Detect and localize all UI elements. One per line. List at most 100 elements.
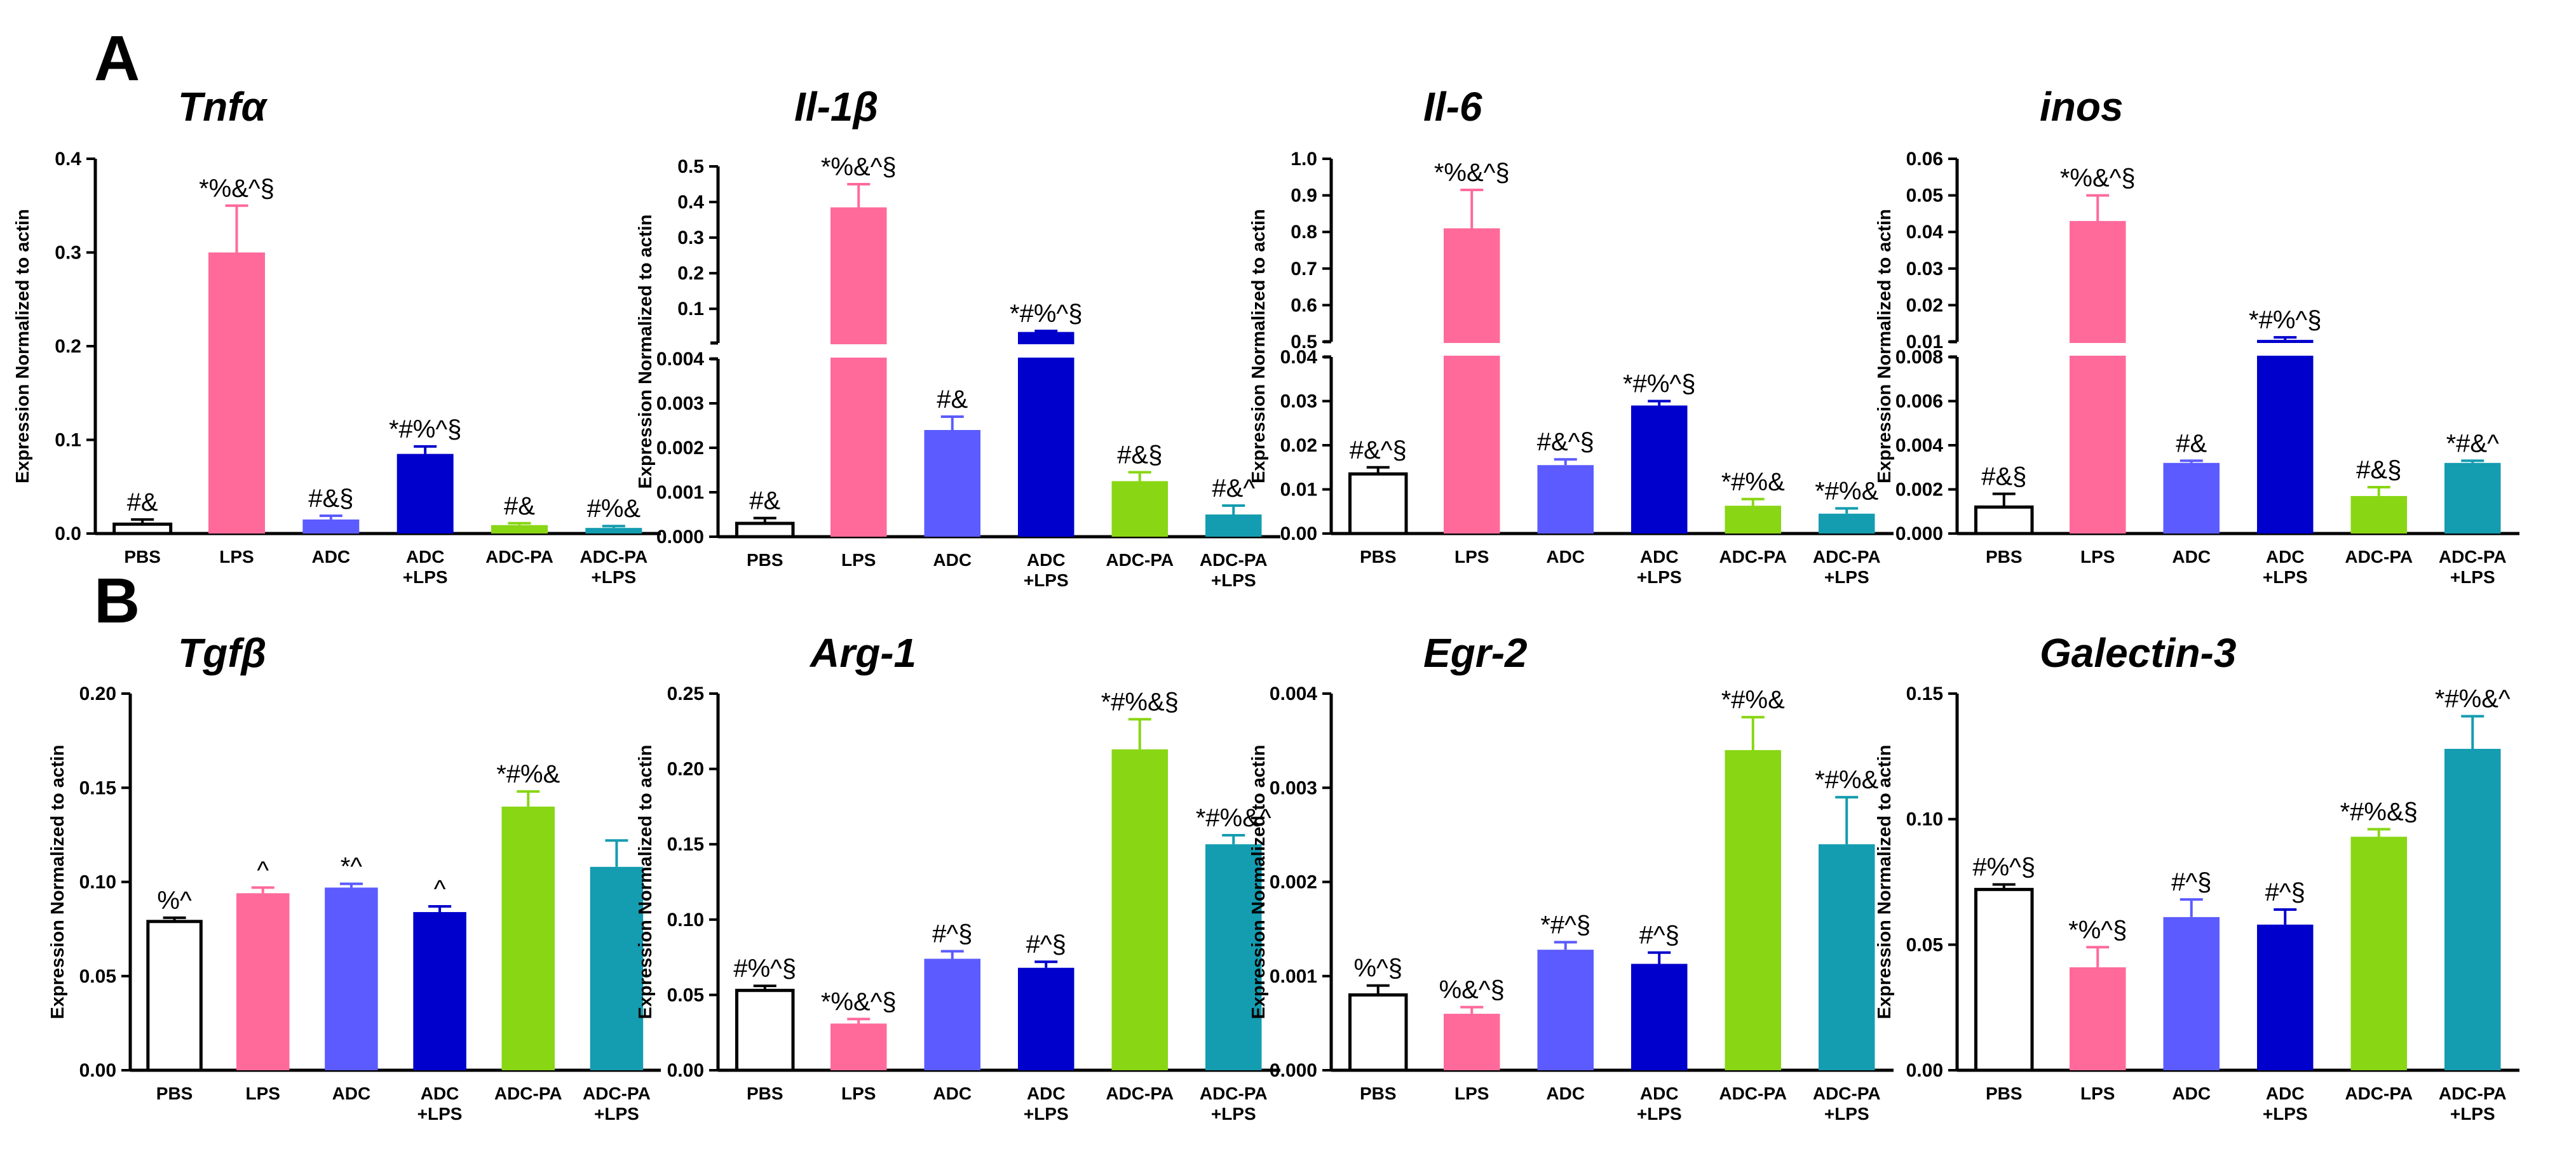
y-tick-label: 0.000 [1895,523,1943,544]
bar-lps [830,1023,887,1070]
category-label: ADC-PA [583,1084,651,1103]
bar-adc-pa-plus-lps [1819,844,1875,1070]
y-axis-label: Expression Normalized to actin [1249,745,1269,1019]
category-label: PBS [1986,1084,2023,1103]
bar-adc-pa-plus-lps [1205,514,1262,537]
category-label: PBS [747,1084,783,1103]
bar-lps [1444,228,1500,534]
y-tick-label: 0.006 [1895,391,1943,412]
significance-label: *%&^§ [2060,165,2136,192]
y-tick-label: 0.05 [79,966,116,987]
category-label: ADC [1027,1084,1066,1103]
y-tick-label: 1.0 [1291,149,1317,170]
chart-title: inos [2040,84,2124,130]
y-tick-label: 0.25 [667,683,704,704]
category-label: ADC-PA [2345,547,2413,567]
y-axis-label: Expression Normalized to actin [635,215,656,489]
bar-pbs [1348,472,1408,535]
chart-title: Arg-1 [809,630,916,676]
category-label: +LPS [1211,1104,1256,1124]
significance-label: #& [749,487,780,515]
category-label: +LPS [2450,1104,2495,1124]
bar-pbs [1974,887,2034,1072]
y-tick-label: 0.04 [1280,347,1318,368]
bar-adc-pa-plus-lps [2444,462,2501,534]
y-axis-label: Expression Normalized to actin [13,209,33,483]
y-tick-label: 0.04 [1906,222,1944,243]
y-tick-label: 0.20 [79,683,116,704]
y-tick-label: 0.02 [1280,435,1317,456]
significance-label: #^§ [1026,931,1066,958]
chart-6: Arg-1 Expression Normalized to actin 0.00 0… [635,630,1280,1124]
y-tick-label: 0.004 [1895,435,1943,456]
y-tick-label: 0.05 [1906,185,1943,206]
axis-break-gap [2256,343,2315,356]
bar-adc-pa [1111,749,1168,1070]
significance-label: *%&^§ [199,175,275,203]
category-label: ADC [2172,547,2211,567]
bar-pbs [735,521,795,539]
category-label: ADC-PA [485,547,553,567]
bar-pbs [735,988,795,1072]
axis-break-gap [2068,343,2127,356]
bar-adc-plus-lps [1631,964,1688,1070]
significance-label: #^§ [932,920,972,948]
bar-adc [924,958,980,1070]
category-label: LPS [841,550,876,570]
significance-label: #&^§ [1537,428,1594,456]
y-axis-label: Expression Normalized to actin [1874,209,1895,483]
bar-adc-pa [501,806,555,1070]
category-label: ADC-PA [1106,550,1174,570]
category-label: ADC-PA [1813,1084,1881,1103]
axis-break-gap [829,344,888,358]
bar-adc-pa-plus-lps [585,528,642,534]
category-label: ADC-PA [2439,1084,2507,1103]
significance-label: #& [127,488,158,516]
category-label: LPS [219,547,254,567]
significance-label: %&^§ [1439,976,1505,1004]
category-label: +LPS [2450,567,2495,587]
significance-label: *#%& [1721,686,1785,714]
bar-lps [1444,1014,1500,1070]
panel-label-a: A [94,23,140,94]
bar-adc-plus-lps [397,454,454,534]
category-label: ADC [2266,1084,2305,1103]
y-tick-label: 0.0 [55,523,81,544]
significance-label: #^§ [1639,922,1679,950]
bar-pbs [112,522,173,535]
y-tick-label: 0.8 [1291,222,1317,243]
bar-adc [1537,950,1594,1070]
significance-label: *#%^§ [389,415,461,443]
category-label: LPS [2080,547,2115,567]
category-label: +LPS [591,567,636,587]
category-label: ADC-PA [2439,547,2507,567]
chart-title: Tgfβ [178,630,266,676]
bar-pbs [1974,505,2034,535]
y-tick-label: 0.15 [79,777,116,798]
category-label: ADC [406,547,445,567]
bar-adc-pa [1725,506,1781,534]
significance-label: #& [937,386,968,413]
y-tick-label: 0.01 [1280,480,1317,501]
y-tick-label: 0.2 [55,336,81,357]
y-tick-label: 0.3 [677,227,704,248]
y-tick-label: 0.3 [55,243,81,264]
y-tick-label: 0.00 [667,1060,704,1081]
y-tick-label: 0.5 [1291,332,1317,353]
y-tick-label: 0.1 [55,430,81,451]
axis-break-gap [1442,343,1502,356]
y-tick-label: 0.000 [1270,1060,1317,1081]
significance-label: #^§ [2171,868,2211,896]
chart-1: Tnfα Expression Normalized to actin 0.0 0.1… [13,84,661,587]
bar-adc-pa [1725,749,1781,1070]
y-tick-label: 0.001 [1270,966,1317,987]
category-label: PBS [747,550,783,570]
category-label: PBS [1986,547,2023,567]
y-tick-label: 0.002 [656,438,704,459]
y-tick-label: 0.7 [1291,259,1317,279]
significance-label: *#%^§ [1010,300,1082,328]
y-tick-label: 0.4 [55,149,81,170]
significance-label: ^ [257,856,269,884]
y-tick-label: 0.06 [1906,149,1943,170]
